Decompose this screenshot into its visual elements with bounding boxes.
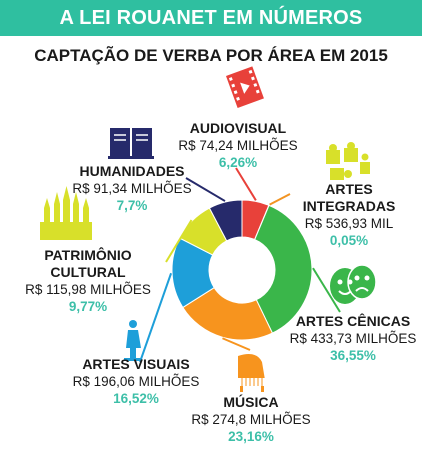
label-humanidades-name: HUMANIDADES <box>79 163 185 179</box>
banner-title: A LEI ROUANET EM NÚMEROS <box>59 7 363 29</box>
donut-hole <box>209 237 275 303</box>
puzzle-icon <box>326 142 370 180</box>
leader-line <box>269 193 291 206</box>
label-musica-value: R$ 274,8 MILHÕES <box>191 412 311 427</box>
header-banner: A LEI ROUANET EM NÚMEROS <box>0 0 422 36</box>
label-artes-visuais-percent: 16,52% <box>113 391 159 406</box>
label-artes-integradas-value: R$ 536,93 MIL <box>304 216 394 231</box>
label-patrimonio-cultural-value: R$ 115,98 MILHÕES <box>25 282 151 297</box>
leader-line <box>235 167 257 201</box>
label-patrimonio-cultural: PATRIMÔNIO CULTURAL R$ 115,98 MILHÕES 9,… <box>10 247 166 315</box>
leader-line <box>165 219 193 263</box>
leader-line <box>222 337 251 351</box>
piano-icon <box>238 354 266 392</box>
leader-line <box>139 272 173 363</box>
label-audiovisual: AUDIOVISUAL R$ 74,24 MILHÕES 6,26% <box>176 120 300 171</box>
label-humanidades: HUMANIDADES R$ 91,34 MILHÕES 7,7% <box>70 163 194 214</box>
chart-title: CAPTAÇÃO DE VERBA POR ÁREA EM 2015 <box>34 46 388 65</box>
label-artes-cenicas-percent: 36,55% <box>330 348 376 363</box>
statue-icon <box>124 320 142 361</box>
label-humanidades-value: R$ 91,34 MILHÕES <box>72 181 192 196</box>
leader-line <box>312 267 341 313</box>
leader-lines <box>139 167 341 363</box>
film-icon <box>226 66 264 108</box>
cathedral-icon <box>40 186 92 240</box>
label-audiovisual-value: R$ 74,24 MILHÕES <box>178 138 298 153</box>
label-audiovisual-name: AUDIOVISUAL <box>189 120 287 136</box>
label-artes-visuais-name: ARTES VISUAIS <box>82 356 190 372</box>
book-icon <box>108 128 154 159</box>
label-artes-integradas: ARTES INTEGRADAS R$ 536,93 MIL 0,05% <box>278 181 420 249</box>
label-humanidades-percent: 7,7% <box>116 198 148 213</box>
label-artes-visuais-value: R$ 196,06 MILHÕES <box>72 374 200 389</box>
label-musica-percent: 23,16% <box>228 429 274 444</box>
label-audiovisual-percent: 6,26% <box>218 155 258 170</box>
leader-line <box>185 177 226 202</box>
theater-masks-icon <box>330 264 377 304</box>
label-patrimonio-cultural-percent: 9,77% <box>68 299 108 314</box>
label-artes-integradas-name: ARTES INTEGRADAS <box>302 181 396 214</box>
label-artes-integradas-percent: 0,05% <box>329 233 369 248</box>
label-musica-name: MÚSICA <box>223 394 279 410</box>
label-artes-cenicas: ARTES CÊNICAS R$ 433,73 MILHÕES 36,55% <box>285 313 421 364</box>
label-artes-visuais: ARTES VISUAIS R$ 196,06 MILHÕES 16,52% <box>66 356 206 407</box>
label-artes-cenicas-value: R$ 433,73 MILHÕES <box>289 331 417 346</box>
label-musica: MÚSICA R$ 274,8 MILHÕES 23,16% <box>184 394 318 445</box>
label-artes-cenicas-name: ARTES CÊNICAS <box>295 313 411 329</box>
label-patrimonio-cultural-name: PATRIMÔNIO CULTURAL <box>44 247 132 280</box>
